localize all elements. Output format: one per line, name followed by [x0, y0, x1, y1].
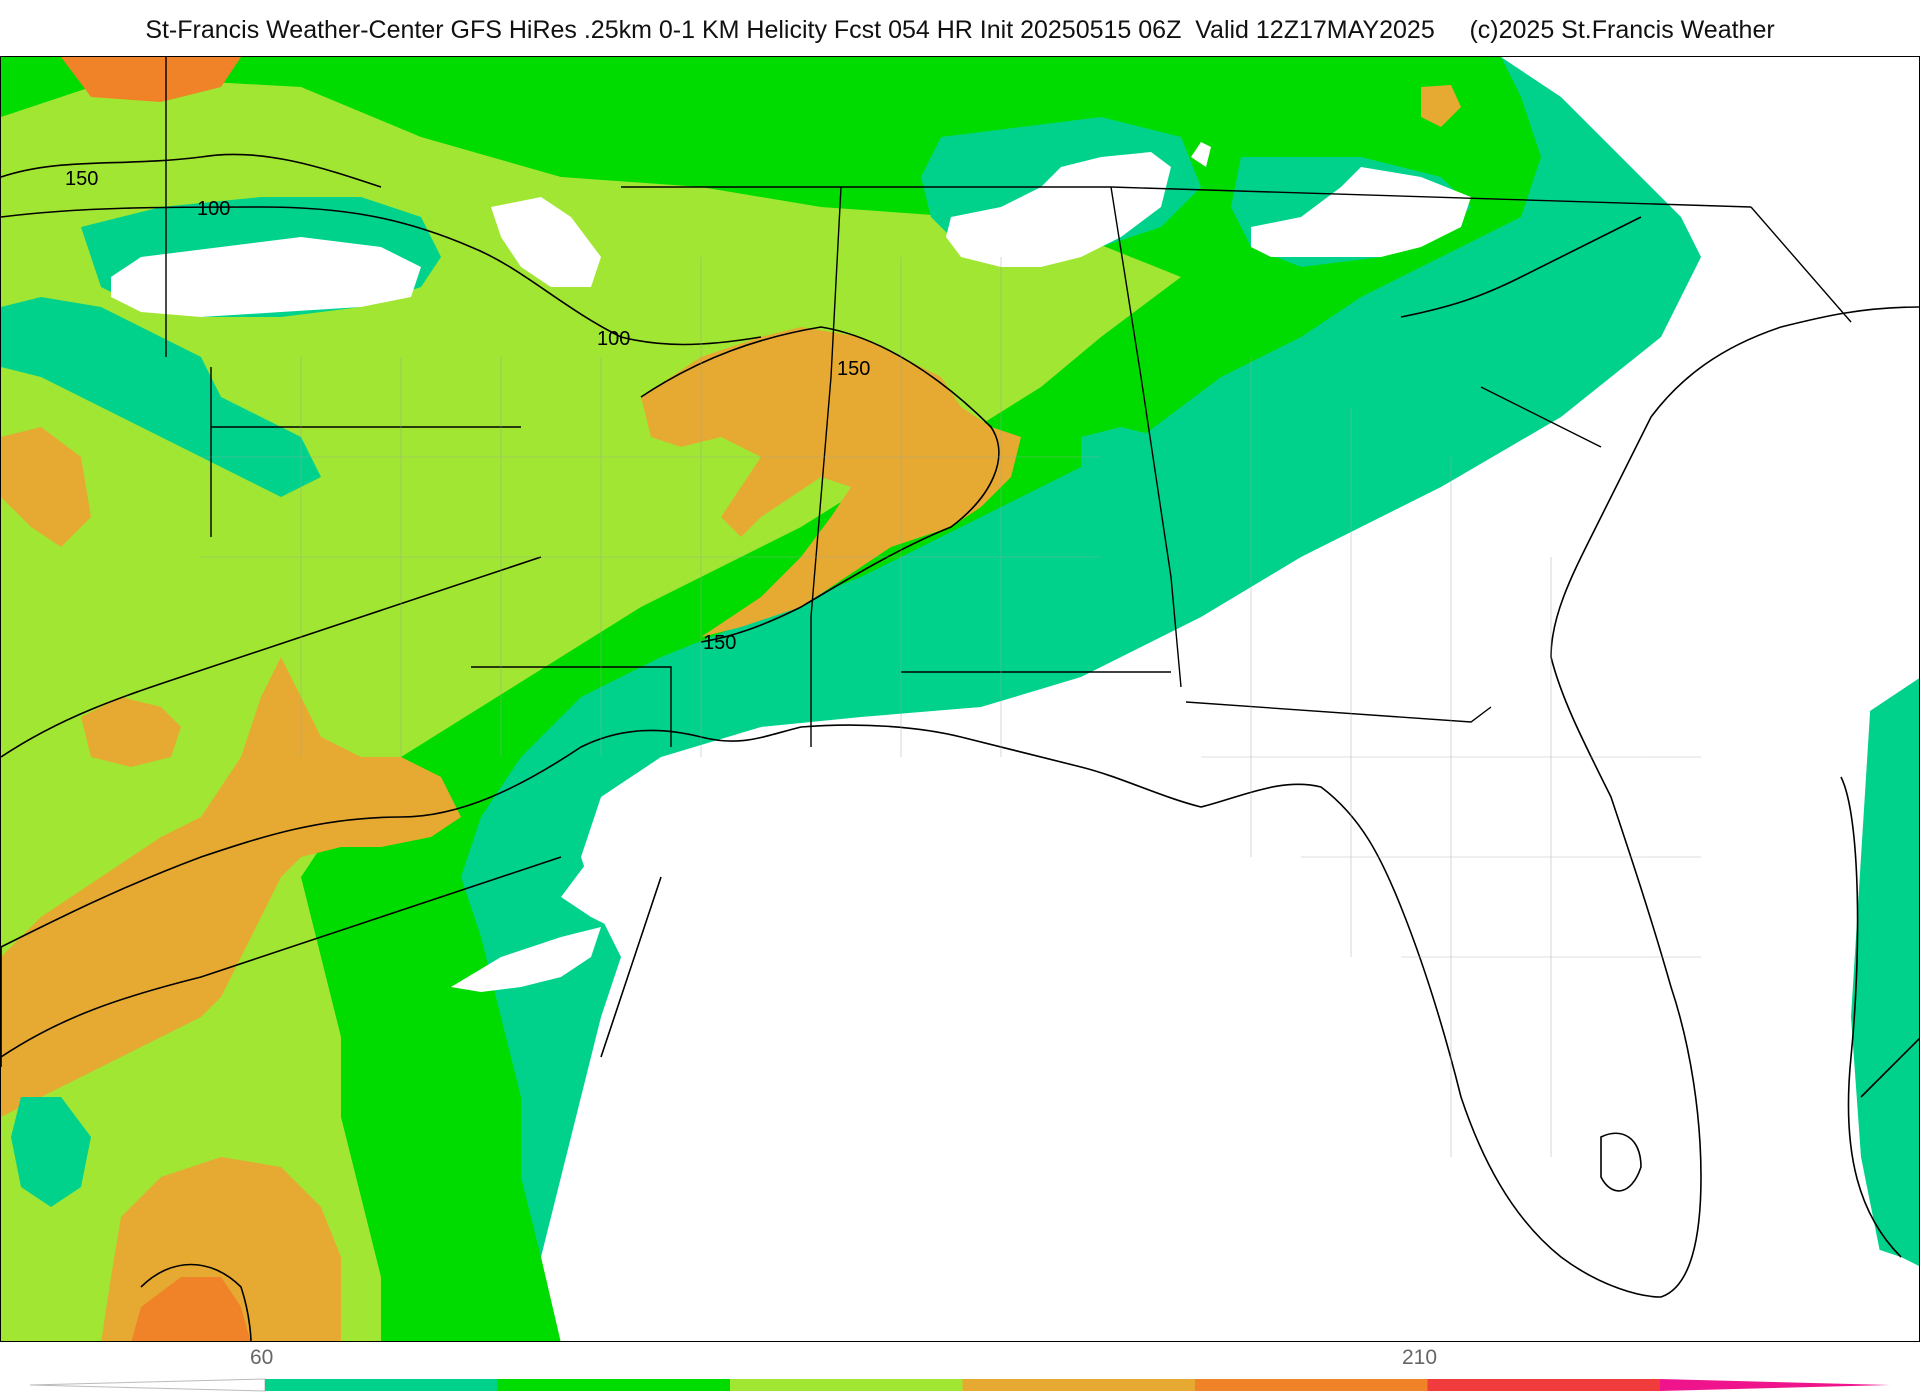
helicity-band-orange-2 — [1, 427, 91, 547]
helicity-band-60-sw — [11, 1097, 91, 1207]
coastline — [1, 306, 1919, 1298]
map-title: St-Francis Weather-Center GFS HiRes .25k… — [145, 16, 1775, 44]
state-line-5 — [810, 186, 842, 747]
colorbar — [30, 1378, 1890, 1392]
contour-line-west — [1, 556, 542, 758]
gulf-inlet — [451, 927, 601, 992]
helicity-band-60-north — [1, 297, 321, 497]
state-line-6 — [1110, 186, 1182, 688]
colorbar-segment-2 — [730, 1379, 963, 1391]
contour-line-ne — [1400, 216, 1642, 318]
helicity-low-hole-4 — [1251, 167, 1471, 257]
state-line-7 — [471, 666, 672, 747]
colorbar-segments — [265, 1379, 1661, 1391]
contour-labels: 150 100 100 150 150 — [65, 168, 870, 654]
contour-line-150-mid — [640, 326, 1000, 643]
coastline-lake — [1600, 1132, 1642, 1192]
colorbar-segment-3 — [962, 1379, 1196, 1391]
gulf-low-region — [561, 267, 1919, 1341]
helicity-band-60-mid — [1081, 427, 1181, 487]
contour-label-150-mid: 150 — [837, 358, 870, 380]
contour-line-gulf — [600, 876, 662, 1058]
helicity-band-60-east — [1851, 677, 1919, 1276]
colorbar-segment-0 — [265, 1379, 498, 1391]
helicity-band-orange-8 — [1421, 85, 1461, 127]
helicity-band-orange-7 — [61, 57, 241, 102]
contour-line-east — [1840, 776, 1902, 1258]
contour-line-150-nw — [1, 153, 382, 188]
county-lines — [201, 257, 1701, 1157]
colorbar-low-triangle — [30, 1378, 266, 1392]
colorbar-segment-5 — [1427, 1379, 1661, 1391]
helicity-band-orange-4 — [81, 697, 181, 767]
helicity-band-orange-1 — [641, 327, 1021, 637]
state-boundaries — [165, 57, 1852, 747]
contour-label-150-south: 150 — [703, 632, 736, 654]
contour-line-south — [1, 856, 562, 1058]
helicity-low-hole-1 — [111, 237, 421, 317]
state-line-4 — [621, 186, 1752, 208]
contour-line-100-nw — [1, 206, 762, 346]
helicity-band-orange-6 — [131, 1277, 251, 1341]
helicity-contours — [1, 153, 1902, 1341]
coastline-gulf — [1, 306, 1919, 1298]
contour-line-sw-loop — [140, 1263, 252, 1341]
colorbar-tick-210: 210 — [1402, 1346, 1438, 1369]
helicity-low-hole-3 — [946, 152, 1171, 267]
contour-label-150-nw: 150 — [65, 168, 98, 190]
contour-label-100-nw: 100 — [197, 198, 230, 220]
coastline-east-florida — [1860, 1037, 1919, 1098]
colorbar-high-triangle — [1660, 1379, 1890, 1391]
helicity-low-hole-5 — [1191, 142, 1211, 167]
colorbar-segment-1 — [497, 1379, 731, 1391]
state-line-9 — [1185, 701, 1492, 723]
colorbar-tick-60: 60 — [250, 1346, 274, 1369]
colorbar-segment-4 — [1195, 1379, 1428, 1391]
contour-label-100-mid: 100 — [597, 328, 630, 350]
state-line-10 — [1750, 206, 1852, 323]
helicity-map: 150 100 100 150 150 — [1, 57, 1919, 1341]
state-line-11 — [1480, 386, 1602, 448]
map-panel[interactable]: 150 100 100 150 150 — [0, 56, 1920, 1342]
helicity-fill-layer — [1, 57, 1919, 1341]
helicity-low-hole-2 — [491, 197, 601, 287]
